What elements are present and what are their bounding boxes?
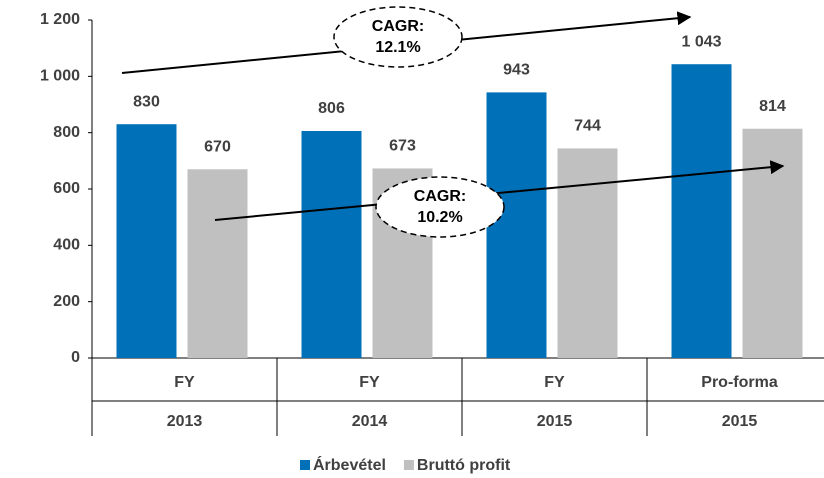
bar (671, 64, 732, 358)
data-label: 1 043 (681, 33, 721, 50)
bar (187, 169, 248, 358)
x-tick-label: FY (359, 374, 380, 391)
bar (742, 128, 803, 358)
bar (301, 130, 362, 358)
annotation: CAGR: (372, 18, 424, 35)
y-tick-label: 0 (71, 349, 80, 366)
y-tick-label: 1 000 (40, 68, 80, 85)
x-tick-label: 2013 (167, 413, 203, 430)
x-tick-label: 2015 (537, 413, 573, 430)
y-tick-label: 600 (53, 180, 80, 197)
data-label: 670 (204, 139, 231, 156)
y-tick-label: 400 (53, 237, 80, 254)
x-tick-label: FY (174, 374, 195, 391)
y-tick-label: 1 200 (40, 11, 80, 28)
data-label: 814 (759, 98, 786, 115)
y-tick-label: 800 (53, 124, 80, 141)
data-label: 806 (318, 100, 345, 117)
bar (557, 148, 618, 358)
data-label: 673 (389, 138, 416, 155)
data-label: 744 (574, 118, 601, 135)
x-tick-label: Pro-forma (701, 374, 778, 391)
y-tick-label: 200 (53, 293, 80, 310)
x-tick-label: 2014 (352, 413, 388, 430)
annotation: 12.1% (375, 39, 420, 56)
legend-label: Bruttó profit (417, 457, 511, 474)
annotation: CAGR: (414, 188, 466, 205)
cagr-ellipse (375, 176, 505, 238)
legend-label: Árbevétel (313, 455, 386, 474)
bar (486, 92, 547, 358)
cagr-ellipse (333, 6, 463, 68)
legend-swatch (403, 460, 414, 470)
annotation: 10.2% (417, 209, 462, 226)
x-tick-label: 2015 (722, 413, 758, 430)
bar (116, 124, 177, 358)
data-label: 830 (133, 93, 160, 110)
cagr-arrow (214, 160, 785, 221)
legend-swatch (300, 460, 310, 470)
data-label: 943 (503, 62, 530, 79)
x-tick-label: FY (544, 374, 565, 391)
